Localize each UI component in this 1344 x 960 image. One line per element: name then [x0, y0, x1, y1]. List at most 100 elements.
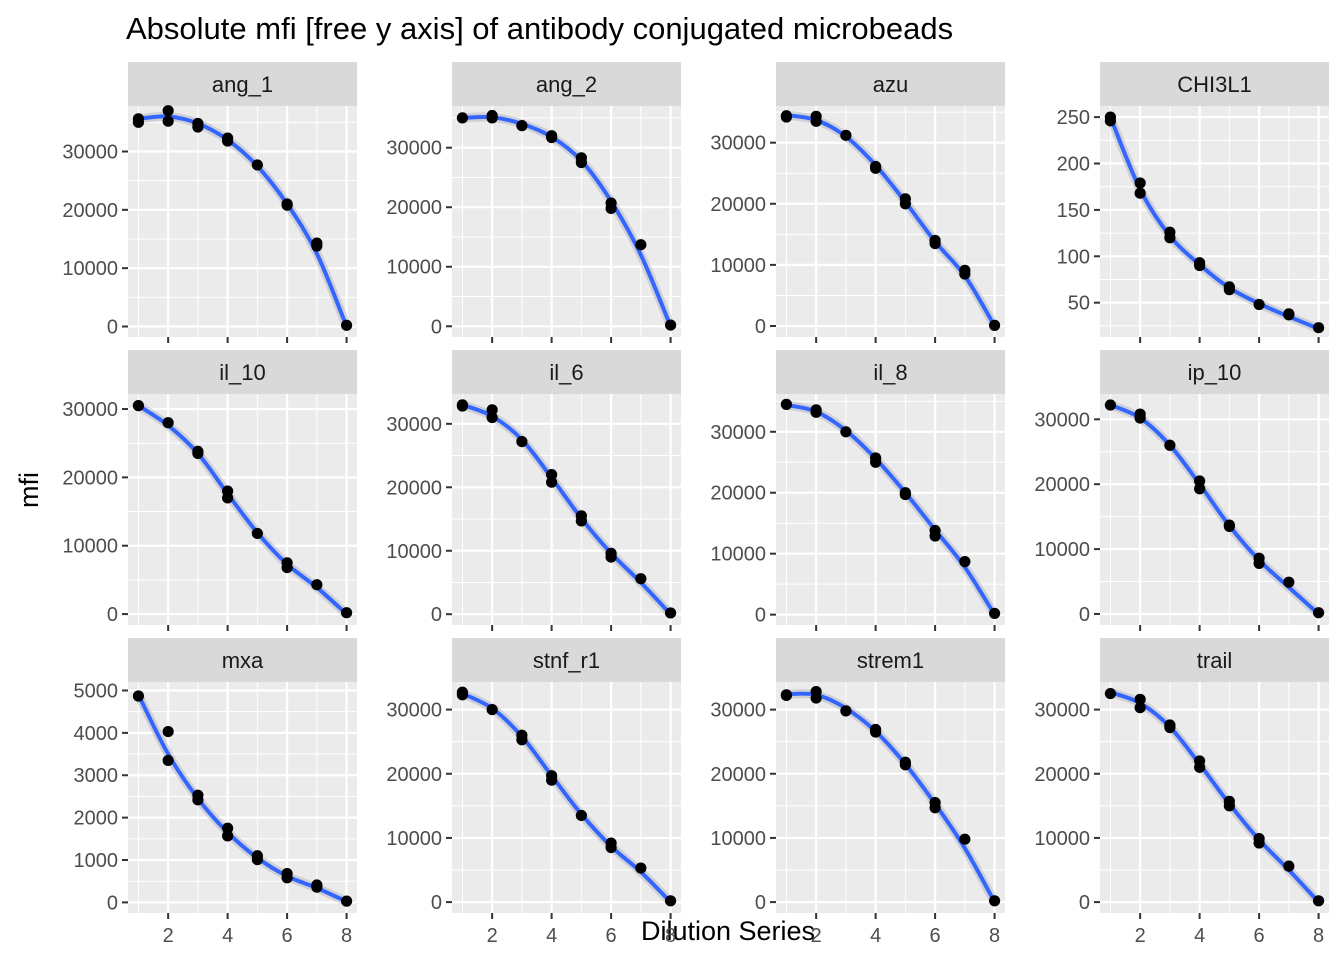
y-tick-label: 1000 — [74, 850, 119, 872]
y-tick-label: 20000 — [62, 200, 118, 222]
y-tick-label: 0 — [755, 316, 766, 338]
data-point — [899, 756, 911, 768]
x-tick-label: 2 — [487, 925, 498, 947]
y-tick-label: 10000 — [62, 258, 118, 280]
y-tick-label: 200 — [1057, 154, 1090, 176]
facet-strip-label: trail — [1197, 648, 1232, 673]
y-tick-label: 30000 — [710, 422, 766, 444]
y-tick-label: 0 — [1079, 892, 1090, 914]
data-point — [929, 524, 941, 537]
data-point — [810, 404, 822, 416]
data-point — [780, 398, 793, 410]
y-tick-label: 0 — [431, 892, 442, 914]
facet-strip — [776, 350, 1005, 394]
y-tick-label: 10000 — [386, 257, 442, 279]
facet-panel-ip_10: ip_1024680100002000030000 — [1034, 350, 1329, 659]
data-point — [929, 797, 941, 809]
y-tick-label: 4000 — [74, 723, 119, 745]
data-point — [575, 152, 587, 164]
facet-strip — [776, 638, 1005, 682]
facet-strip-label: stnf_r1 — [533, 648, 600, 673]
x-tick-label: 6 — [282, 925, 293, 947]
y-tick-label: 2000 — [74, 808, 119, 830]
data-point — [516, 120, 528, 132]
y-tick-label: 10000 — [386, 541, 442, 563]
data-point — [780, 110, 793, 122]
data-point — [162, 725, 174, 738]
chart-title: Absolute mfi [free y axis] of antibody c… — [126, 11, 953, 46]
data-point — [664, 319, 677, 331]
data-point — [1194, 475, 1206, 487]
data-point — [192, 789, 204, 801]
y-tick-label: 20000 — [1034, 474, 1090, 496]
facet-panel-il_8: il_824680100002000030000 — [710, 350, 1005, 659]
facet-panel-il_10: il_1024680100002000030000 — [62, 350, 357, 659]
x-tick-label: 4 — [222, 925, 233, 947]
data-point — [192, 445, 204, 458]
x-tick-label: 2 — [811, 925, 822, 947]
data-point — [605, 197, 617, 209]
facet-strip — [1100, 638, 1329, 682]
data-point — [251, 850, 263, 862]
data-point — [281, 867, 293, 880]
data-point — [635, 573, 647, 585]
facet-strip — [128, 350, 357, 394]
data-point — [635, 862, 647, 874]
facet-panel-stnf_r1: stnf_r1 2 4 6 8 0 10000 20000 30000 — [386, 638, 681, 947]
facet-strip — [452, 638, 681, 682]
x-axis-title: Dilution Series — [641, 916, 815, 946]
data-point — [546, 468, 558, 481]
data-point — [340, 895, 353, 907]
panel-background — [128, 106, 357, 337]
data-point — [222, 822, 234, 834]
panel-background — [1100, 106, 1329, 337]
data-point — [132, 400, 145, 412]
data-point — [1104, 687, 1117, 700]
facet-strip-label: il_6 — [549, 360, 583, 385]
data-point — [1104, 399, 1117, 411]
x-tick-label: 8 — [1313, 925, 1324, 947]
x-tick-label: 4 — [870, 925, 881, 947]
y-tick-label: 0 — [431, 316, 442, 338]
facet-panels: ang_124680100002000030000ang_22468010000… — [62, 62, 1329, 947]
data-point — [1134, 702, 1146, 714]
data-point — [810, 686, 822, 698]
data-point — [486, 109, 498, 122]
data-point — [988, 895, 1001, 907]
y-tick-label: 0 — [1079, 604, 1090, 626]
y-tick-label: 20000 — [62, 467, 118, 489]
y-tick-label: 30000 — [1034, 700, 1090, 722]
data-point — [1253, 552, 1265, 564]
data-point — [1283, 860, 1295, 872]
y-tick-label: 30000 — [386, 138, 442, 160]
x-tick-label: 4 — [546, 925, 557, 947]
facet-panel-ang_2: ang_224680100002000030000 — [386, 62, 681, 371]
y-tick-label: 20000 — [386, 477, 442, 499]
y-tick-label: 0 — [107, 317, 118, 339]
y-tick-label: 0 — [755, 605, 766, 627]
data-point — [1194, 483, 1206, 495]
data-point — [456, 112, 469, 124]
data-point — [810, 110, 822, 122]
y-tick-label: 0 — [755, 892, 766, 914]
data-point — [575, 809, 587, 822]
panel-background — [452, 106, 681, 337]
data-point — [959, 556, 971, 568]
data-point — [192, 117, 204, 130]
data-point — [988, 319, 1001, 331]
y-tick-label: 50 — [1068, 293, 1090, 315]
y-tick-label: 20000 — [710, 483, 766, 505]
data-point — [840, 426, 852, 438]
facet-strip-label: ip_10 — [1188, 360, 1242, 385]
facet-strip-label: il_10 — [219, 360, 265, 385]
data-point — [635, 239, 647, 251]
data-point — [1134, 177, 1146, 189]
y-tick-label: 20000 — [386, 197, 442, 219]
y-tick-label: 0 — [107, 604, 118, 626]
data-point — [222, 132, 234, 144]
data-point — [1164, 226, 1176, 238]
facet-panel-trail: trail 2 4 6 8 0 10000 20000 30000 — [1034, 638, 1329, 947]
x-tick-label: 8 — [341, 925, 352, 947]
data-point — [546, 770, 558, 782]
